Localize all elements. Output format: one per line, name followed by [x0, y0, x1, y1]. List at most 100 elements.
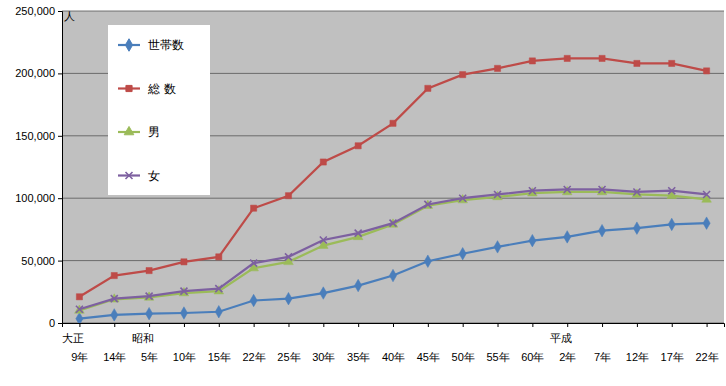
x-tick-mark [323, 323, 324, 327]
x-era-label: 平成 [550, 332, 572, 345]
chart: 050,000100,000150,000200,000250,000人9年14… [0, 0, 726, 386]
x-era-label: 昭和 [132, 332, 154, 345]
x-tick: 22年 [243, 323, 266, 363]
x-tick-mark [428, 323, 429, 327]
legend: 世帯数総 数男女 [108, 25, 210, 195]
x-tick-mark [567, 323, 568, 327]
x-tick-label: 30年 [312, 351, 335, 363]
x-tick-mark [463, 323, 464, 327]
x-tick-label: 2年 [559, 351, 576, 363]
grid-line [62, 198, 724, 199]
x-tick: 45年 [417, 323, 440, 363]
x-tick-label: 45年 [417, 351, 440, 363]
series-marker [529, 187, 536, 194]
series-marker [111, 295, 118, 302]
x-tick: 60年 [521, 323, 544, 363]
x-tick-mark [79, 323, 80, 327]
grid-line [62, 260, 724, 261]
x-tick-label: 17年 [661, 351, 684, 363]
series-line [79, 189, 706, 309]
y-tick-mark [58, 323, 62, 324]
series-marker [146, 268, 152, 274]
series-marker [460, 72, 466, 78]
series-marker [634, 60, 640, 66]
series-marker [529, 234, 536, 246]
x-tick-mark [288, 323, 289, 327]
y-tick-label: 100,000 [15, 192, 55, 204]
y-axis-line [58, 12, 63, 324]
x-axis: 9年14年5年10年15年22年25年30年35年40年45年50年55年60年… [63, 323, 725, 363]
legend-label: 男 [148, 125, 160, 139]
x-tick-mark [149, 323, 150, 327]
legend-marker [126, 172, 133, 179]
legend-label: 女 [148, 169, 160, 183]
y-tick-mark [58, 198, 62, 199]
grid-line [62, 11, 724, 12]
legend-box [108, 25, 210, 195]
x-tick-mark [707, 323, 708, 327]
legend-label: 総 数 [147, 82, 176, 96]
x-tick-mark [498, 323, 499, 327]
series-marker [355, 279, 362, 291]
x-tick: 7年 [594, 323, 611, 363]
x-tick: 55年 [486, 323, 509, 363]
series-marker [180, 288, 187, 295]
y-axis-title: 人 [64, 10, 75, 23]
series-marker [216, 254, 222, 260]
y-tick-label: 150,000 [15, 130, 55, 142]
x-axis-line [63, 324, 725, 328]
x-tick: 12年 [626, 323, 649, 363]
series-marker [425, 85, 431, 91]
x-tick: 35年 [347, 323, 370, 363]
y-tick: 250,000 [15, 5, 62, 17]
x-era-labels: 大正 昭和 平成 [62, 332, 572, 345]
x-tick-label: 12年 [626, 351, 649, 363]
x-tick: 25年 [277, 323, 300, 363]
series-line [79, 223, 706, 318]
series-marker [494, 241, 501, 253]
y-tick: 150,000 [15, 130, 62, 142]
x-tick-mark [114, 323, 115, 327]
x-tick: 15年 [208, 323, 231, 363]
x-tick-label: 7年 [594, 351, 611, 363]
series-marker [633, 222, 640, 234]
y-tick-label: 200,000 [15, 67, 55, 79]
y-tick-label: 50,000 [21, 255, 55, 267]
x-tick-label: 5年 [141, 351, 158, 363]
y-tick: 0 [49, 317, 62, 329]
x-tick-mark [184, 323, 185, 327]
y-tick-mark [58, 136, 62, 137]
x-tick: 30年 [312, 323, 335, 363]
series-marker [180, 307, 187, 319]
series-marker [76, 306, 83, 313]
series-marker [285, 193, 291, 199]
x-tick-label: 9年 [71, 351, 88, 363]
x-tick-label: 22年 [243, 351, 266, 363]
y-tick-mark [58, 261, 62, 262]
series-marker [424, 201, 431, 208]
x-tick-mark [672, 323, 673, 327]
series-marker [76, 294, 82, 300]
series-marker [320, 237, 327, 244]
series-marker [390, 120, 396, 126]
series-marker [389, 269, 396, 281]
x-era-label: 大正 [62, 332, 84, 345]
legend-marker [126, 85, 132, 91]
series-marker [564, 186, 571, 193]
y-axis: 0 50,000 100,000 150,000 200,000 250,000 [15, 5, 62, 329]
series-marker [146, 293, 153, 300]
series-marker [355, 143, 361, 149]
series-marker [146, 307, 153, 319]
series-marker [111, 272, 117, 278]
series-marker [251, 205, 257, 211]
series-marker [285, 292, 292, 304]
series-marker [424, 255, 431, 267]
series-marker [599, 186, 606, 193]
series-marker [564, 231, 571, 243]
x-tick-label: 25年 [277, 351, 300, 363]
series-marker [703, 68, 709, 74]
y-tick: 100,000 [15, 192, 62, 204]
x-tick-mark [637, 323, 638, 327]
series-marker [668, 187, 675, 194]
series-marker [181, 259, 187, 265]
